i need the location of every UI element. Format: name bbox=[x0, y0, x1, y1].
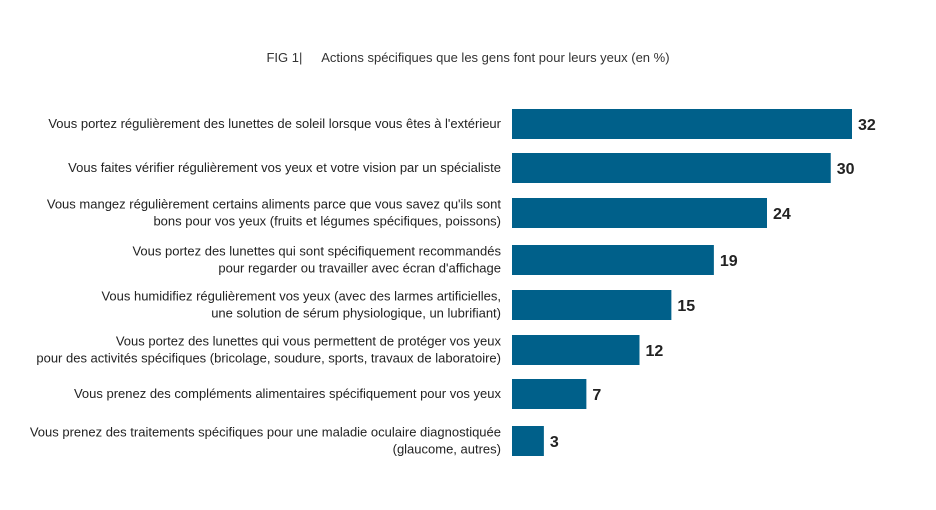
bar-8 bbox=[512, 426, 544, 456]
category-label-4-line-2: pour regarder ou travailler avec écran d… bbox=[218, 261, 501, 276]
category-label-3: Vous mangez régulièrement certains alime… bbox=[47, 197, 501, 229]
category-label-4-line-1: Vous portez des lunettes qui sont spécif… bbox=[132, 244, 501, 259]
category-label-5: Vous humidifiez régulièrement vos yeux (… bbox=[101, 289, 501, 321]
category-label-8-line-2: (glaucome, autres) bbox=[393, 442, 501, 457]
category-label-8-line-1: Vous prenez des traitements spécifiques … bbox=[30, 425, 501, 440]
category-label-4: Vous portez des lunettes qui sont spécif… bbox=[132, 244, 501, 276]
value-label-7: 7 bbox=[592, 387, 601, 404]
value-label-1: 32 bbox=[858, 117, 876, 134]
category-label-2: Vous faites vérifier régulièrement vos y… bbox=[68, 160, 501, 175]
value-label-5: 15 bbox=[677, 298, 695, 315]
category-label-5-line-2: une solution de sérum physiologique, un … bbox=[211, 306, 501, 321]
category-label-7: Vous prenez des compléments alimentaires… bbox=[74, 386, 502, 401]
category-label-6: Vous portez des lunettes qui vous permet… bbox=[36, 334, 501, 366]
figure-number: FIG 1| bbox=[266, 50, 303, 65]
category-label-7-line-1: Vous prenez des compléments alimentaires… bbox=[74, 386, 502, 401]
bar-2 bbox=[512, 153, 831, 183]
category-label-2-line-1: Vous faites vérifier régulièrement vos y… bbox=[68, 160, 501, 175]
category-label-5-line-1: Vous humidifiez régulièrement vos yeux (… bbox=[101, 289, 501, 304]
figure-title-line: FIG 1| Actions spécifiques que les gens … bbox=[0, 50, 936, 65]
chart-title: Actions spécifiques que les gens font po… bbox=[321, 50, 670, 65]
bar-3 bbox=[512, 198, 767, 228]
bar-4 bbox=[512, 245, 714, 275]
category-label-6-line-1: Vous portez des lunettes qui vous permet… bbox=[116, 334, 502, 349]
category-label-1-line-1: Vous portez régulièrement des lunettes d… bbox=[48, 116, 501, 131]
category-label-8: Vous prenez des traitements spécifiques … bbox=[30, 425, 501, 457]
bar-7 bbox=[512, 379, 587, 409]
bar-5 bbox=[512, 290, 672, 320]
value-label-6: 12 bbox=[646, 343, 664, 360]
category-label-1: Vous portez régulièrement des lunettes d… bbox=[48, 116, 501, 131]
value-label-8: 3 bbox=[550, 434, 559, 451]
bar-6 bbox=[512, 335, 640, 365]
category-label-6-line-2: pour des activités spécifiques (bricolag… bbox=[36, 351, 501, 366]
value-label-2: 30 bbox=[837, 161, 855, 178]
value-label-4: 19 bbox=[720, 253, 738, 270]
category-label-3-line-1: Vous mangez régulièrement certains alime… bbox=[47, 197, 501, 212]
bar-1 bbox=[512, 109, 852, 139]
value-label-3: 24 bbox=[773, 206, 791, 223]
category-label-3-line-2: bons pour vos yeux (fruits et légumes sp… bbox=[153, 214, 501, 229]
